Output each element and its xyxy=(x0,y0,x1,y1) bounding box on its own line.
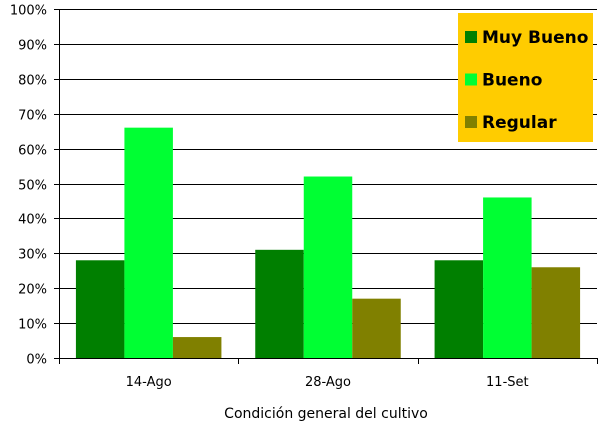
y-tick-labels: 0% 10% 20% 30% 40% 50% 60% 70% 80% 90% 100% xyxy=(10,4,47,368)
x-tick-labels: 14-Ago 28-Ago 11-Set xyxy=(126,375,529,390)
y-tick-label: 70% xyxy=(18,109,47,124)
y-tick-label: 60% xyxy=(18,144,47,159)
bar-muy-bueno xyxy=(75,260,125,358)
legend-label: Bueno xyxy=(482,71,542,91)
y-tick-label: 20% xyxy=(18,283,47,298)
y-tick-label: 40% xyxy=(18,213,47,228)
x-tick-label: 28-Ago xyxy=(305,375,351,390)
y-tick-label: 30% xyxy=(18,248,47,263)
y-tick-label: 80% xyxy=(18,74,47,89)
x-tick-label: 14-Ago xyxy=(126,375,172,390)
y-tick-label: 0% xyxy=(26,353,47,368)
x-axis-title: Condición general del cultivo xyxy=(224,406,428,422)
legend-swatch xyxy=(465,73,477,86)
legend-label: Regular xyxy=(482,113,557,133)
bar-regular xyxy=(531,267,581,358)
bar-regular xyxy=(352,298,401,358)
bar-bueno xyxy=(483,197,532,358)
bar-muy-bueno xyxy=(255,249,304,358)
y-tick-label: 100% xyxy=(10,4,47,19)
bar-muy-bueno xyxy=(434,260,484,358)
bar-bueno xyxy=(124,127,173,358)
legend-label: Muy Bueno xyxy=(482,28,588,48)
legend-swatch xyxy=(465,31,477,43)
legend-swatch xyxy=(465,116,477,128)
bar-regular xyxy=(172,337,222,358)
legend: Muy Bueno Bueno Regular xyxy=(458,13,593,142)
x-tick-label: 11-Set xyxy=(486,375,529,390)
bar-bueno xyxy=(303,176,353,358)
y-tick-label: 90% xyxy=(18,39,47,54)
legend-box xyxy=(458,13,593,142)
y-tick-label: 10% xyxy=(18,318,47,333)
axes xyxy=(54,9,598,364)
y-tick-label: 50% xyxy=(18,179,47,194)
bars xyxy=(75,127,581,358)
